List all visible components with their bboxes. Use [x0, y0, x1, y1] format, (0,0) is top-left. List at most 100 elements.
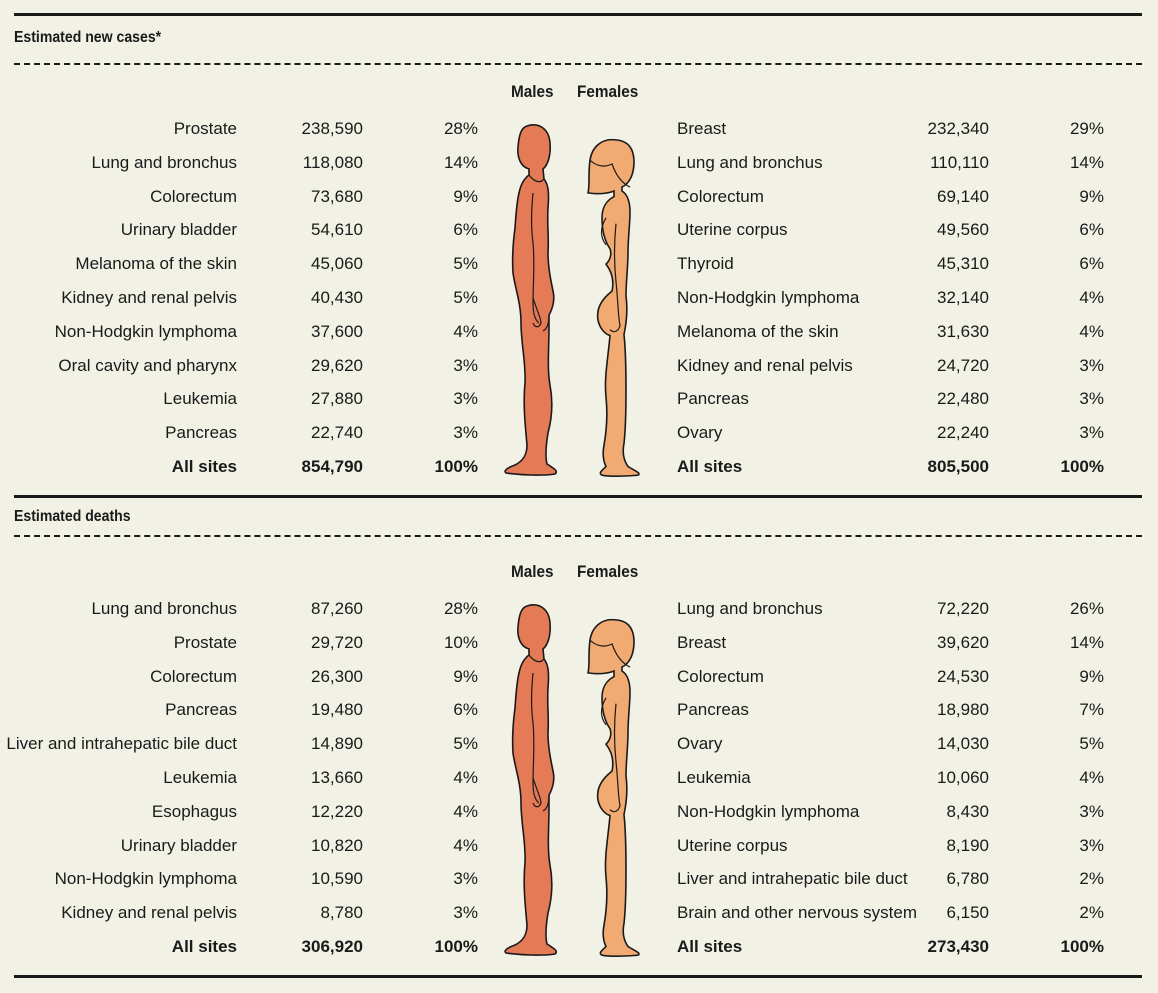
table-row: Non-Hodgkin lymphoma 37,600 4% Melanoma of … [0, 321, 1158, 343]
table-row: Esophagus 12,220 4% Non-Hodgkin lymphoma 8,4… [0, 801, 1158, 823]
table-row: Colorectum 73,680 9% Colorectum 69,140 9% [0, 186, 1158, 208]
new-cases-divider [14, 63, 1142, 65]
female-case-count: 8,190 [946, 835, 989, 855]
table-row: Prostate 29,720 10% Breast 39,620 14% [0, 632, 1158, 654]
table-row: Kidney and renal pelvis 40,430 5% Non-Hodgk… [0, 287, 1158, 309]
table-row: Prostate 238,590 28% Breast 232,340 29% [0, 118, 1158, 140]
male-case-count: 19,480 [311, 700, 363, 720]
male-site-name: Prostate [173, 632, 237, 652]
male-case-count: 22,740 [311, 423, 363, 443]
male-case-count: 40,430 [311, 288, 363, 307]
male-percent: 3% [453, 423, 478, 443]
total-row: All sites 854,790 100% All sites 805,500 100% [0, 456, 1158, 478]
table-row: Non-Hodgkin lymphoma 10,590 3% Liver and in… [0, 868, 1158, 890]
female-site-name: Colorectum [677, 186, 764, 206]
male-site-name: Lung and bronchus [91, 599, 237, 618]
female-case-count: 39,620 [937, 632, 989, 652]
male-percent: 9% [453, 186, 478, 206]
female-percent: 100% [1060, 457, 1104, 476]
male-site-name: Pancreas [165, 700, 237, 720]
male-site-name: Liver and intrahepatic bile duct [6, 734, 237, 754]
female-percent: 4% [1079, 288, 1104, 307]
female-site-name: Uterine corpus [677, 220, 788, 240]
male-case-count: 854,790 [301, 457, 363, 476]
female-case-count: 8,430 [946, 801, 989, 821]
male-case-count: 26,300 [311, 666, 363, 686]
male-percent: 10% [443, 632, 478, 652]
male-site-name: Prostate [173, 119, 237, 138]
male-case-count: 73,680 [311, 186, 363, 206]
deaths-females-label: Females [577, 562, 639, 581]
female-site-name: Pancreas [677, 700, 749, 720]
female-site-name: Kidney and renal pelvis [677, 355, 853, 375]
female-case-count: 10,060 [937, 768, 989, 787]
male-site-name: All sites [171, 457, 237, 476]
new-cases-title: Estimated new cases* [14, 29, 162, 46]
female-site-name: Breast [677, 632, 727, 652]
female-percent: 14% [1069, 632, 1104, 652]
table-row: Melanoma of the skin 45,060 5% Thyroid 45,31… [0, 253, 1158, 275]
male-percent: 14% [443, 152, 478, 172]
male-case-count: 87,260 [311, 599, 363, 618]
male-case-count: 10,590 [311, 869, 363, 889]
table-row: Oral cavity and pharynx 29,620 3% Kidney an… [0, 355, 1158, 377]
male-site-name: Pancreas [165, 423, 237, 443]
male-site-name: Leukemia [163, 389, 237, 409]
female-percent: 3% [1079, 801, 1104, 821]
female-percent: 4% [1079, 768, 1104, 787]
table-row: Kidney and renal pelvis 8,780 3% Brain and … [0, 902, 1158, 924]
female-percent: 14% [1069, 152, 1104, 172]
male-site-name: Esophagus [151, 801, 237, 821]
female-case-count: 24,530 [937, 666, 989, 686]
male-case-count: 10,820 [311, 835, 363, 855]
female-percent: 100% [1060, 937, 1104, 956]
female-case-count: 6,150 [946, 903, 989, 923]
female-case-count: 805,500 [927, 457, 989, 476]
male-percent: 3% [453, 355, 478, 375]
female-site-name: Lung and bronchus [677, 152, 823, 172]
male-percent: 3% [453, 869, 478, 889]
deaths-title: Estimated deaths [14, 508, 131, 525]
female-percent: 2% [1079, 869, 1104, 889]
female-percent: 3% [1079, 423, 1104, 443]
female-site-name: All sites [677, 937, 743, 956]
table-row: Urinary bladder 54,610 6% Uterine corpus 49,… [0, 219, 1158, 241]
male-site-name: Colorectum [150, 186, 237, 206]
female-site-name: All sites [677, 457, 743, 476]
male-percent: 9% [453, 666, 478, 686]
male-percent: 100% [434, 937, 478, 956]
female-site-name: Non-Hodgkin lymphoma [677, 288, 860, 307]
new-cases-females-label: Females [577, 82, 639, 101]
male-case-count: 37,600 [311, 321, 363, 341]
table-row: Pancreas 19,480 6% Pancreas 18,980 7% [0, 699, 1158, 721]
male-site-name: Leukemia [163, 768, 237, 787]
male-site-name: Urinary bladder [120, 220, 237, 240]
female-site-name: Pancreas [677, 389, 749, 409]
female-case-count: 273,430 [927, 937, 989, 956]
male-percent: 6% [453, 220, 478, 240]
female-case-count: 32,140 [937, 288, 989, 307]
section-rule [14, 495, 1142, 498]
female-case-count: 232,340 [927, 119, 989, 138]
female-percent: 9% [1079, 186, 1104, 206]
female-site-name: Liver and intrahepatic bile duct [677, 869, 908, 889]
female-case-count: 69,140 [937, 186, 989, 206]
table-row: Leukemia 27,880 3% Pancreas 22,480 3% [0, 388, 1158, 410]
male-percent: 28% [443, 119, 478, 138]
male-case-count: 27,880 [311, 389, 363, 409]
female-case-count: 110,110 [930, 152, 989, 172]
female-site-name: Lung and bronchus [677, 599, 823, 618]
female-percent: 9% [1079, 666, 1104, 686]
bottom-rule [14, 975, 1142, 978]
male-case-count: 8,780 [320, 903, 363, 923]
male-percent: 4% [453, 321, 478, 341]
female-percent: 3% [1079, 389, 1104, 409]
male-percent: 5% [453, 254, 478, 274]
top-rule [14, 13, 1142, 16]
female-case-count: 24,720 [937, 355, 989, 375]
male-site-name: Non-Hodgkin lymphoma [54, 869, 237, 889]
table-row: Leukemia 13,660 4% Leukemia 10,060 4% [0, 767, 1158, 789]
female-case-count: 14,030 [937, 734, 989, 754]
male-percent: 5% [453, 734, 478, 754]
female-site-name: Uterine corpus [677, 835, 788, 855]
